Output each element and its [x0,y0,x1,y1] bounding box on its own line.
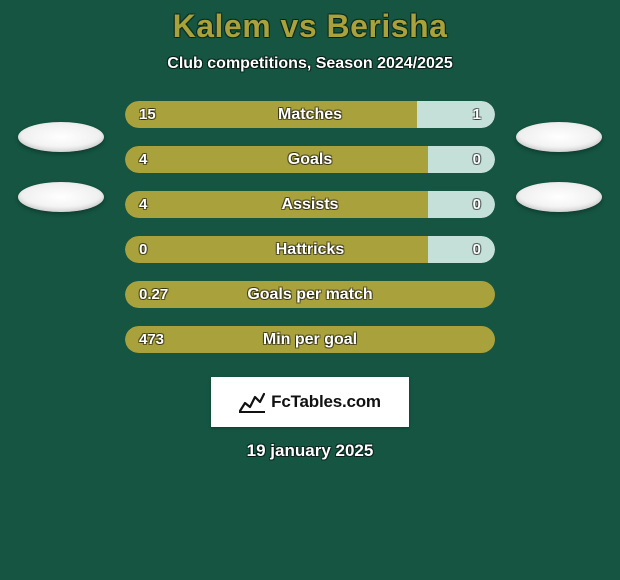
page-title: Kalem vs Berisha [0,8,620,45]
stat-row: 00Hattricks [125,236,495,263]
stat-row: 40Assists [125,191,495,218]
player2-name: Berisha [327,8,448,44]
left-badges [18,122,104,212]
stat-row: 151Matches [125,101,495,128]
stat-bars: 151Matches 40Goals 40Assists 00Hattricks 0.2… [125,101,495,353]
date-line: 19 january 2025 [0,441,620,461]
team-badge-left-1 [18,122,104,152]
team-badge-right-1 [516,122,602,152]
subtitle: Club competitions, Season 2024/2025 [0,55,620,73]
stat-bar-left [125,326,495,353]
stat-row: 0.27Goals per match [125,281,495,308]
fctables-logo-icon [239,391,265,413]
stat-bar-right [428,236,495,263]
stat-bar-left [125,236,428,263]
stat-bar-left [125,281,495,308]
logo-text: FcTables.com [271,392,381,412]
player1-name: Kalem [173,8,272,44]
logo-box: FcTables.com [211,377,409,427]
stat-bar-left [125,191,428,218]
right-badges [516,122,602,212]
stat-bar-left [125,146,428,173]
stat-bar-left [125,101,417,128]
team-badge-right-2 [516,182,602,212]
stat-bar-right [428,191,495,218]
stat-row: 473Min per goal [125,326,495,353]
stat-bar-right [417,101,495,128]
stat-bar-right [428,146,495,173]
stat-row: 40Goals [125,146,495,173]
comparison-infographic: Kalem vs Berisha Club competitions, Seas… [0,0,620,580]
team-badge-left-2 [18,182,104,212]
vs-separator: vs [281,8,318,44]
